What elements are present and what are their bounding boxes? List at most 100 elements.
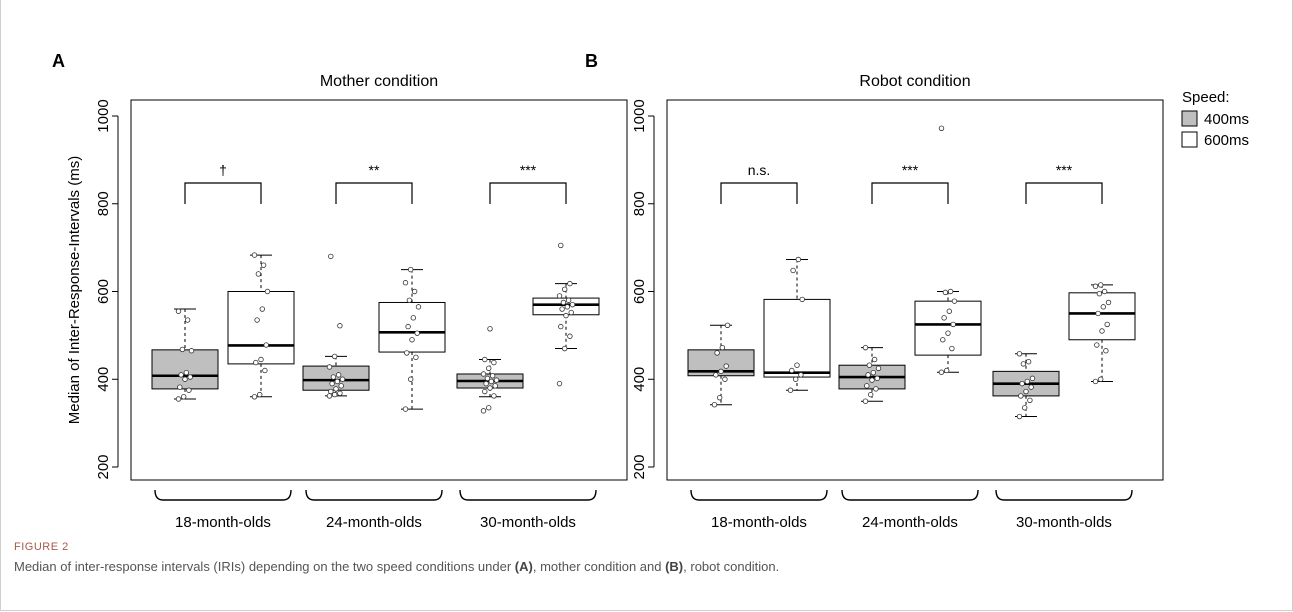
- data-point: [1100, 304, 1106, 310]
- data-point: [873, 386, 879, 392]
- data-point: [402, 280, 409, 286]
- data-point: [333, 386, 339, 392]
- data-point: [413, 354, 419, 361]
- data-point: [402, 406, 409, 412]
- data-point: [328, 253, 334, 260]
- figure-caption: FIGURE 2 Median of inter-response interv…: [14, 541, 1274, 574]
- data-point: [415, 304, 422, 310]
- data-point: [334, 378, 340, 385]
- data-point: [260, 262, 267, 268]
- data-point: [187, 374, 193, 380]
- data-point: [251, 252, 258, 258]
- data-point: [1092, 378, 1099, 385]
- data-point: [1096, 290, 1103, 297]
- data-point: [865, 372, 871, 378]
- data-point: [558, 323, 564, 330]
- data-point: [482, 388, 488, 395]
- data-point: [408, 376, 414, 382]
- data-point: [332, 353, 338, 360]
- data-point: [1103, 348, 1109, 354]
- data-point: [186, 387, 192, 393]
- data-point: [717, 394, 723, 401]
- data-point: [326, 393, 333, 399]
- data-point: [488, 378, 494, 385]
- data-point: [938, 369, 945, 375]
- data-point: [567, 280, 573, 287]
- caption-part: , robot condition.: [683, 559, 780, 574]
- data-point: [337, 323, 343, 329]
- box-600ms: [532, 242, 600, 387]
- data-point: [713, 372, 719, 378]
- box-iqr: [151, 349, 219, 390]
- y-tick-label: 200: [631, 454, 648, 479]
- caption-panel-a: (A): [514, 559, 533, 574]
- significance-bracket: [184, 182, 262, 204]
- group-bracket: [154, 489, 292, 501]
- data-point: [251, 394, 258, 400]
- data-point: [1099, 328, 1105, 334]
- data-point: [262, 367, 268, 374]
- data-point: [411, 288, 418, 295]
- box-600ms: [914, 125, 982, 375]
- data-point: [264, 288, 271, 295]
- data-point: [337, 390, 343, 396]
- data-point: [1025, 359, 1032, 365]
- box-400ms: [992, 351, 1060, 420]
- data-point: [938, 125, 945, 131]
- box-400ms: [302, 253, 370, 399]
- legend: Speed: 400ms 600ms: [1181, 89, 1249, 149]
- data-point: [864, 383, 870, 389]
- data-point: [866, 362, 873, 368]
- box-600ms: [378, 266, 446, 412]
- data-point: [338, 383, 344, 389]
- panel-title: Mother condition: [320, 73, 438, 90]
- y-axis-label: Median of Inter-Response-Intervals (ms): [66, 156, 83, 424]
- data-point: [408, 266, 414, 273]
- data-point: [487, 385, 493, 391]
- data-point: [177, 384, 183, 390]
- data-point: [259, 306, 265, 312]
- box-600ms: [763, 256, 831, 393]
- data-point: [480, 371, 487, 377]
- data-point: [723, 363, 729, 369]
- legend-swatch: [1181, 110, 1198, 127]
- data-point: [483, 380, 489, 387]
- data-point: [1021, 405, 1028, 411]
- data-point: [263, 342, 269, 348]
- caption-part: Median of inter-response intervals (IRIs…: [14, 559, 515, 574]
- box-400ms: [151, 308, 219, 402]
- data-point: [874, 375, 880, 382]
- data-point: [875, 365, 882, 371]
- significance-label: ***: [520, 162, 537, 178]
- data-point: [486, 405, 492, 411]
- significance-label: n.s.: [748, 162, 771, 178]
- data-point: [182, 376, 188, 382]
- data-point: [798, 372, 804, 378]
- caption-text: Median of inter-response intervals (IRIs…: [14, 559, 1274, 574]
- data-point: [482, 356, 488, 363]
- data-point: [414, 330, 420, 336]
- data-point: [335, 372, 342, 378]
- data-point: [332, 391, 338, 398]
- data-point: [559, 306, 565, 312]
- data-point: [254, 317, 260, 323]
- data-point: [711, 401, 718, 408]
- data-point: [1019, 380, 1025, 387]
- data-point: [1092, 283, 1099, 289]
- legend-title: Speed:: [1182, 89, 1230, 106]
- data-point: [724, 322, 731, 328]
- data-point: [940, 337, 946, 343]
- data-point: [868, 391, 874, 398]
- data-point: [560, 299, 567, 306]
- data-point: [255, 271, 262, 277]
- data-point: [491, 393, 497, 399]
- figure-chart: A Mother condition 200 400 600 800 1000 Median …: [52, 51, 1249, 531]
- plot-frame: [666, 99, 1164, 481]
- data-point: [487, 326, 493, 332]
- data-point: [1028, 384, 1034, 390]
- data-point: [493, 377, 500, 383]
- data-point: [1101, 288, 1108, 295]
- data-point: [257, 391, 263, 398]
- data-point: [951, 298, 958, 304]
- data-point: [556, 380, 563, 387]
